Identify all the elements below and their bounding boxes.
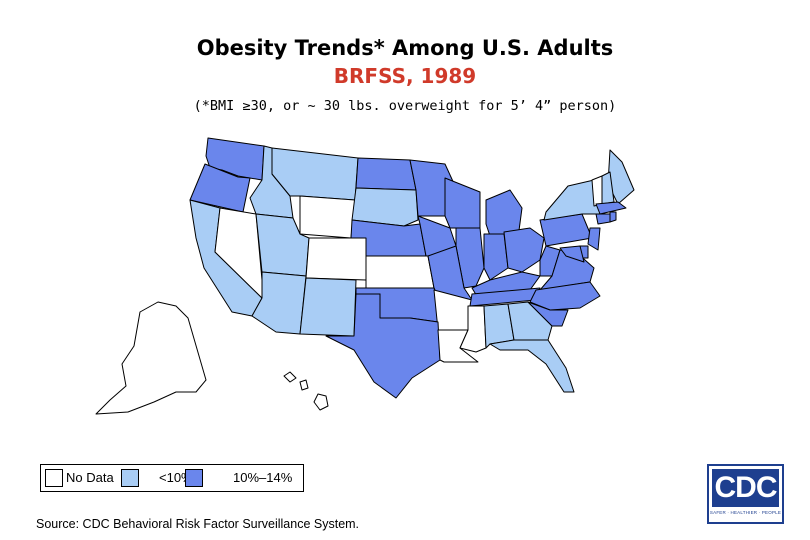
state-ma [595, 201, 627, 215]
state-nj [587, 227, 601, 251]
state-az [251, 271, 307, 335]
legend-label-mid: 10%–14% [233, 470, 293, 485]
state-in [483, 233, 509, 281]
state-sc [527, 301, 569, 327]
state-ny [543, 179, 601, 221]
state-ri [609, 211, 617, 223]
cdc-logo: CDC SAFER · HEALTHIER · PEOPLE [707, 464, 784, 524]
state-sd [351, 187, 419, 227]
legend: No Data <10% 10%–14% [40, 464, 304, 492]
state-ak [95, 301, 207, 415]
map-subtitle: BRFSS, 1989 [333, 64, 477, 88]
legend-label-low: <10% [159, 470, 193, 485]
state-tx [325, 293, 441, 399]
state-wi [444, 177, 481, 229]
source-note: Source: CDC Behavioral Risk Factor Surve… [36, 517, 360, 531]
state-co [305, 237, 367, 281]
state-ct [595, 213, 611, 225]
state-hi-2 [299, 379, 309, 391]
state-nc [529, 281, 601, 311]
state-ks [365, 255, 435, 289]
state-wy [299, 195, 356, 239]
state-hi-3 [313, 393, 329, 411]
state-vt [591, 175, 603, 207]
bmi-note: (*BMI ≥30, or ~ 30 lbs. overweight for 5… [193, 98, 617, 114]
state-nd [355, 157, 417, 191]
state-fl [489, 339, 575, 393]
legend-swatch-no-data [45, 469, 63, 487]
state-ga [507, 301, 553, 341]
state-md [559, 245, 585, 263]
state-oh [503, 227, 545, 273]
state-nm [299, 277, 357, 337]
legend-swatch-low [121, 469, 139, 487]
cdc-logo-text: CDC [712, 469, 779, 507]
cdc-tagline: SAFER · HEALTHIER · PEOPLE [709, 510, 782, 515]
state-hi [283, 371, 297, 383]
legend-swatch-mid [185, 469, 203, 487]
legend-label-no-data: No Data [66, 470, 114, 485]
map-title: Obesity Trends* Among U.S. Adults [196, 36, 614, 60]
